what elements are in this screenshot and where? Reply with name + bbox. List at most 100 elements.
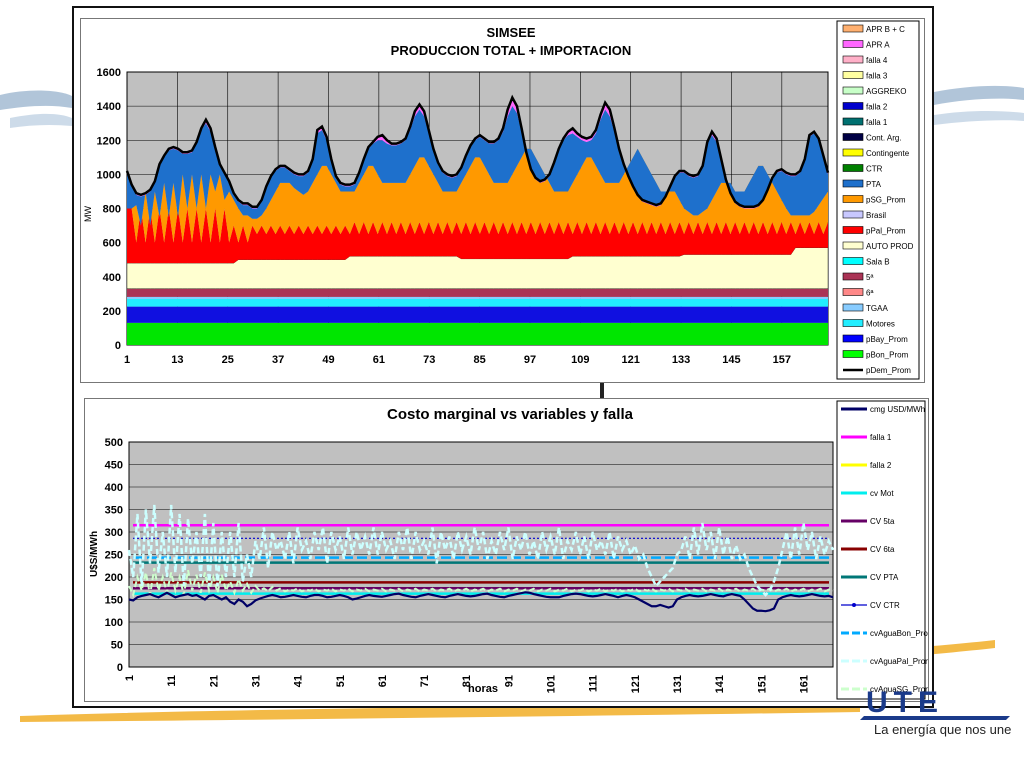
legend-swatch bbox=[842, 102, 864, 110]
stacked-areas bbox=[126, 97, 829, 345]
y-tick-label: 50 bbox=[111, 640, 123, 652]
x-tick-label: 11 bbox=[166, 675, 178, 687]
legend-swatch bbox=[842, 272, 864, 281]
legend: cmg USD/MWh falla 1 falla 2 cv Mot CV 5ta CV … bbox=[841, 405, 935, 694]
legend-label: Cont. Arg. bbox=[866, 134, 902, 143]
legend-label: Sala B bbox=[866, 258, 890, 267]
x-tick-label: 61 bbox=[373, 354, 385, 366]
y-axis-label: MW bbox=[83, 206, 93, 222]
x-tick-label: 111 bbox=[588, 675, 600, 692]
legend-label: CV CTR bbox=[870, 601, 900, 610]
legend-label: falla 4 bbox=[866, 56, 888, 65]
legend-label: falla 1 bbox=[866, 118, 888, 127]
x-tick-label: 109 bbox=[571, 354, 589, 366]
x-tick-label: 157 bbox=[773, 354, 791, 366]
legend-label: pBon_Prom bbox=[866, 351, 909, 360]
legend-swatch bbox=[842, 350, 864, 358]
line-cmg bbox=[128, 591, 834, 613]
x-tick-label: 91 bbox=[503, 675, 515, 687]
x-tick-label: 31 bbox=[250, 675, 262, 687]
legend-swatch bbox=[842, 133, 864, 141]
legend-label: CV PTA bbox=[870, 573, 899, 582]
y-tick-labels: 0 200 400 600 800 1000 1200 1400 1600 bbox=[97, 67, 121, 352]
demand-line-layer bbox=[125, 94, 830, 209]
legend-swatch bbox=[842, 319, 864, 327]
x-tick-label: 161 bbox=[798, 675, 810, 693]
x-tick-labels: 1 11 21 31 41 51 61 71 81 91 101 111 121 131 141 151 161 bbox=[124, 675, 810, 693]
x-tick-label: 25 bbox=[222, 354, 234, 366]
area-motores bbox=[127, 298, 828, 307]
x-tick-label: 71 bbox=[419, 675, 431, 687]
legend-label: pBay_Prom bbox=[866, 335, 908, 344]
legend-label: pDem_Prom bbox=[866, 366, 911, 375]
y-tick-label: 100 bbox=[105, 617, 123, 629]
y-tick-label: 400 bbox=[105, 482, 123, 494]
y-tick-label: 600 bbox=[103, 238, 121, 250]
x-tick-label: 37 bbox=[272, 354, 284, 366]
y-tick-label: 300 bbox=[105, 527, 123, 539]
x-tick-label: 97 bbox=[524, 354, 536, 366]
x-tick-label: 13 bbox=[171, 354, 183, 366]
legend-label: AUTO PROD bbox=[866, 242, 914, 251]
chart-title: Costo marginal vs variables y falla bbox=[387, 406, 634, 423]
line-cvaguasg-prom bbox=[128, 567, 834, 599]
legend-swatch bbox=[842, 71, 864, 79]
x-axis-label: horas bbox=[468, 683, 498, 695]
y-tick-label: 500 bbox=[105, 437, 123, 449]
legend-label: CV 5ta bbox=[870, 517, 895, 526]
area-psg-prom bbox=[127, 148, 828, 243]
legend-label: pPal_Prom bbox=[866, 227, 906, 236]
tagline-block: La energía que nos une bbox=[874, 722, 1011, 737]
area-5ª bbox=[127, 288, 828, 297]
legend-swatch bbox=[842, 288, 864, 296]
legend-label: cv Mot bbox=[870, 489, 894, 498]
x-tick-label: 133 bbox=[672, 354, 690, 366]
tagline: La energía que nos une bbox=[874, 722, 1011, 737]
x-tick-label: 145 bbox=[722, 354, 740, 366]
legend-label: APR A bbox=[866, 41, 890, 50]
legend-label: pSG_Prom bbox=[866, 196, 906, 205]
legend-swatch bbox=[842, 24, 864, 33]
y-tick-label: 250 bbox=[105, 550, 123, 562]
legend-label: cvAguaSG_Prom bbox=[870, 685, 928, 694]
legend-label: CTR bbox=[866, 165, 883, 174]
area-pbay_prom bbox=[127, 306, 828, 323]
legend-label: 6ª bbox=[866, 289, 873, 298]
legend-swatch bbox=[842, 334, 864, 343]
x-tick-label: 85 bbox=[473, 354, 485, 366]
legend-swatch bbox=[842, 195, 864, 203]
legend-swatch bbox=[842, 148, 864, 157]
ute-logo: UTE bbox=[860, 686, 1010, 720]
ute-logo-text: UTE bbox=[866, 686, 944, 719]
x-tick-label: 21 bbox=[208, 675, 220, 687]
area-tgaa bbox=[127, 296, 828, 299]
legend-swatch bbox=[842, 40, 864, 48]
x-tick-label: 81 bbox=[461, 675, 473, 687]
production-chart: 0 200 400 600 800 1000 1200 1400 1600 1 13 25 37 49 6… bbox=[83, 20, 920, 380]
y-tick-label: 450 bbox=[105, 460, 123, 472]
legend-swatch bbox=[842, 179, 864, 188]
legend: APR B + C APR A falla 4 falla 3 AGGREKO falla… bbox=[842, 24, 914, 375]
x-tick-label: 121 bbox=[630, 675, 642, 693]
line-pdem-prom bbox=[125, 94, 830, 209]
y-tick-label: 1000 bbox=[97, 169, 121, 181]
production-chart-panel: 0 200 400 600 800 1000 1200 1400 1600 1 13 25 37 49 6… bbox=[80, 18, 925, 383]
y-tick-label: 1200 bbox=[97, 135, 121, 147]
legend-swatch bbox=[842, 226, 864, 234]
y-axis-label: U$S/MWh bbox=[89, 531, 100, 577]
x-tick-label: 151 bbox=[756, 675, 768, 693]
area-pbon_prom bbox=[127, 322, 828, 345]
legend-swatch bbox=[842, 55, 864, 64]
legend-label: cvAguaBon_Prom bbox=[870, 629, 928, 638]
area-ppal-prom bbox=[127, 208, 828, 264]
x-tick-label: 141 bbox=[714, 675, 726, 693]
legend-swatch bbox=[842, 303, 864, 312]
legend-label: TGAA bbox=[866, 304, 888, 313]
x-tick-label: 1 bbox=[124, 675, 136, 681]
legend-marker bbox=[852, 603, 856, 607]
y-tick-label: 200 bbox=[103, 306, 121, 318]
legend-label: cmg USD/MWh bbox=[870, 405, 925, 414]
frame-divider bbox=[600, 383, 604, 399]
